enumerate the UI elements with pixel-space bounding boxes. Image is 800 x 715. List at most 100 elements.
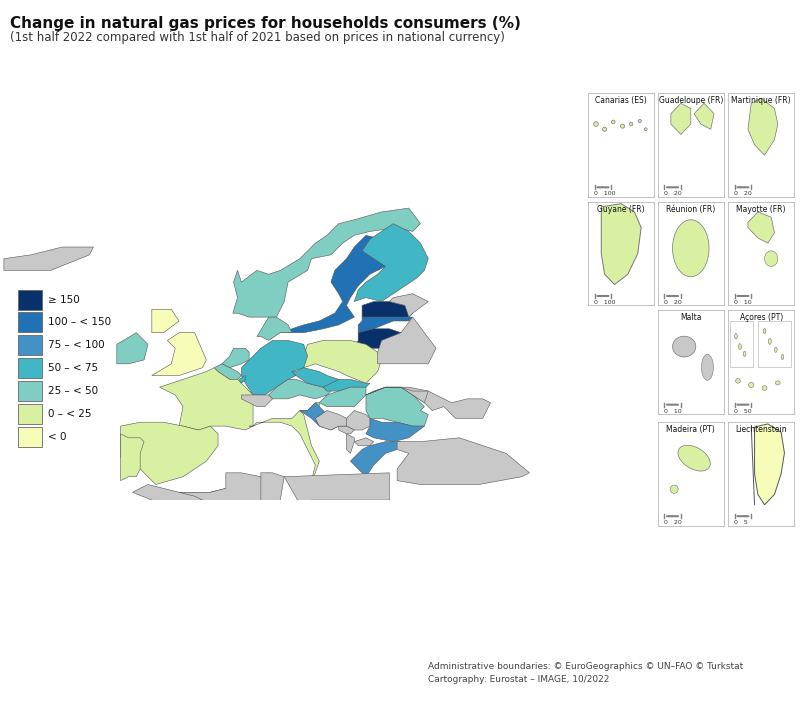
Text: 0   100: 0 100 (594, 192, 615, 197)
Polygon shape (390, 500, 459, 531)
Polygon shape (152, 332, 206, 375)
Text: Açores (PT): Açores (PT) (739, 313, 783, 322)
Polygon shape (366, 388, 490, 418)
Polygon shape (280, 235, 394, 332)
Polygon shape (397, 438, 530, 485)
Polygon shape (261, 473, 284, 504)
Ellipse shape (763, 328, 766, 334)
Text: Réunion (FR): Réunion (FR) (666, 204, 715, 214)
Ellipse shape (594, 122, 598, 127)
Text: ≥ 150: ≥ 150 (48, 295, 80, 305)
Polygon shape (179, 473, 273, 508)
Text: 0   20: 0 20 (663, 192, 682, 197)
Polygon shape (354, 224, 428, 302)
Text: Guyane (FR): Guyane (FR) (598, 204, 645, 214)
Polygon shape (362, 302, 413, 317)
Polygon shape (754, 424, 785, 505)
Polygon shape (354, 329, 401, 348)
Text: Martinique (FR): Martinique (FR) (731, 96, 791, 105)
Text: Madeira (PT): Madeira (PT) (666, 425, 715, 434)
Polygon shape (242, 340, 307, 395)
Polygon shape (284, 473, 390, 504)
Text: 0   20: 0 20 (663, 521, 682, 526)
Polygon shape (346, 434, 354, 453)
Text: < 0: < 0 (48, 432, 66, 442)
Text: Change in natural gas prices for households consumers (%): Change in natural gas prices for househo… (10, 16, 521, 31)
Polygon shape (358, 317, 413, 332)
Text: (1st half 2022 compared with 1st half of 2021 based on prices in national curren: (1st half 2022 compared with 1st half of… (10, 31, 505, 44)
Ellipse shape (736, 378, 740, 383)
Polygon shape (300, 403, 319, 415)
Polygon shape (152, 310, 179, 332)
Ellipse shape (734, 334, 738, 339)
Polygon shape (304, 340, 382, 383)
Polygon shape (242, 395, 273, 407)
Text: Malta: Malta (680, 313, 702, 322)
Text: Mayotte (FR): Mayotte (FR) (737, 204, 786, 214)
Polygon shape (239, 375, 246, 383)
Polygon shape (4, 247, 94, 270)
Polygon shape (401, 388, 428, 403)
Text: 0   10: 0 10 (663, 409, 682, 414)
Polygon shape (269, 380, 331, 399)
Ellipse shape (678, 445, 710, 471)
Ellipse shape (673, 220, 709, 277)
Polygon shape (249, 410, 319, 480)
Text: 75 – < 100: 75 – < 100 (48, 340, 105, 350)
Polygon shape (160, 368, 253, 430)
Text: 100 – < 150: 100 – < 150 (48, 317, 111, 327)
Polygon shape (222, 348, 249, 368)
Ellipse shape (670, 485, 678, 493)
Polygon shape (350, 442, 401, 477)
Ellipse shape (774, 347, 777, 352)
Ellipse shape (673, 336, 696, 357)
Polygon shape (378, 317, 436, 364)
Ellipse shape (749, 383, 754, 388)
Polygon shape (390, 294, 428, 317)
Text: 25 – < 50: 25 – < 50 (48, 386, 98, 396)
Text: Canarias (ES): Canarias (ES) (595, 96, 647, 105)
Polygon shape (323, 380, 370, 391)
Polygon shape (338, 426, 354, 434)
Ellipse shape (738, 344, 742, 350)
Polygon shape (214, 364, 242, 380)
Polygon shape (315, 410, 346, 430)
Ellipse shape (743, 351, 746, 357)
Ellipse shape (765, 251, 778, 267)
Text: 0   100: 0 100 (594, 300, 615, 305)
Text: 0   50: 0 50 (734, 409, 752, 414)
Ellipse shape (702, 355, 714, 380)
Polygon shape (748, 98, 778, 155)
Polygon shape (602, 204, 641, 285)
Ellipse shape (630, 122, 633, 126)
Text: 0   20: 0 20 (663, 300, 682, 305)
Ellipse shape (611, 120, 615, 124)
Ellipse shape (775, 381, 780, 385)
FancyBboxPatch shape (730, 321, 754, 368)
Ellipse shape (645, 128, 647, 131)
Text: 0   10: 0 10 (734, 300, 752, 305)
Polygon shape (292, 368, 338, 388)
Polygon shape (233, 208, 421, 317)
Ellipse shape (768, 339, 771, 344)
Polygon shape (319, 388, 366, 407)
Polygon shape (366, 418, 424, 442)
Polygon shape (366, 388, 428, 426)
Text: 50 – < 75: 50 – < 75 (48, 363, 98, 373)
Text: 0   20: 0 20 (734, 192, 752, 197)
Polygon shape (748, 212, 774, 243)
Polygon shape (132, 485, 226, 504)
Text: Administrative boundaries: © EuroGeographics © UN–FAO © Turkstat: Administrative boundaries: © EuroGeograp… (428, 661, 743, 671)
Polygon shape (121, 423, 218, 485)
Ellipse shape (781, 355, 784, 360)
Text: Cartography: Eurostat – IMAGE, 10/2022: Cartography: Eurostat – IMAGE, 10/2022 (428, 675, 610, 684)
Text: 0   5: 0 5 (734, 521, 748, 526)
Polygon shape (300, 403, 338, 430)
FancyBboxPatch shape (758, 321, 791, 368)
Text: Liechtenstein: Liechtenstein (735, 425, 787, 434)
Polygon shape (346, 410, 370, 430)
Ellipse shape (602, 127, 606, 132)
Polygon shape (117, 332, 148, 364)
Ellipse shape (638, 119, 642, 122)
Text: Guadeloupe (FR): Guadeloupe (FR) (658, 96, 723, 105)
